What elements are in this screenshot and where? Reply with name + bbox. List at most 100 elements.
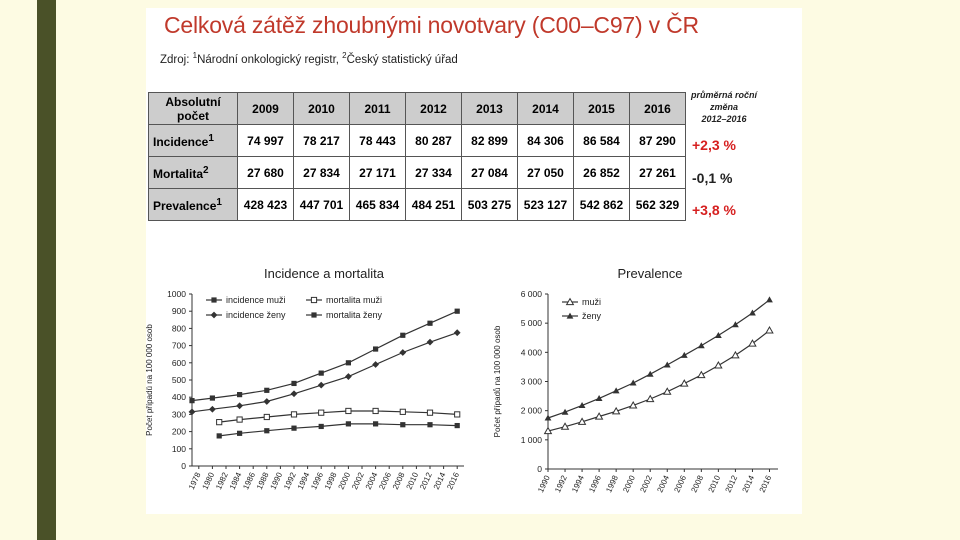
data-point — [345, 373, 352, 380]
data-point — [263, 398, 271, 405]
table-cell: 27 084 — [461, 156, 518, 189]
row-ref: 1 — [208, 132, 214, 144]
legend-label: ženy — [582, 311, 602, 321]
data-point — [236, 416, 243, 423]
y-tick-label: 3 000 — [521, 377, 543, 387]
data-point — [264, 387, 270, 393]
table-cell: 74 997 — [237, 124, 294, 157]
legend-label: mortalita ženy — [326, 310, 383, 320]
row-label: Incidence — [153, 134, 209, 149]
data-point — [427, 422, 433, 428]
year-header: 2011 — [349, 92, 406, 125]
data-point — [566, 312, 574, 319]
table-cell: 27 171 — [349, 156, 406, 189]
y-axis-label: Počet případů na 100 000 osob — [146, 324, 154, 436]
data-point — [290, 390, 298, 398]
table-cell: 86 584 — [573, 124, 630, 157]
series-line — [219, 410, 458, 423]
x-tick-label: 1996 — [587, 474, 603, 494]
y-tick-label: 600 — [172, 358, 186, 368]
y-tick-label: 5 000 — [521, 318, 543, 328]
data-point — [749, 309, 756, 316]
y-tick-label: 6 000 — [521, 289, 543, 299]
x-tick-label: 2000 — [621, 474, 637, 494]
y-tick-label: 800 — [172, 323, 186, 333]
data-point — [427, 320, 433, 326]
data-point — [345, 360, 351, 366]
data-point — [399, 349, 407, 356]
row-label: Mortalita — [153, 166, 204, 181]
x-tick-label: 1994 — [570, 474, 586, 494]
table-cell: 78 217 — [293, 124, 350, 157]
table-cell: 428 423 — [237, 188, 294, 221]
data-point — [372, 361, 379, 368]
data-point — [680, 351, 688, 358]
source-text-1: Národní onkologický registr, — [197, 53, 339, 66]
data-point — [263, 413, 270, 421]
legend-label: incidence muži — [226, 295, 286, 305]
y-tick-label: 2 000 — [521, 406, 543, 416]
table-cell: 523 127 — [517, 188, 574, 221]
data-point — [216, 419, 223, 426]
data-point — [400, 332, 406, 338]
chart-title: Prevalence — [617, 266, 682, 281]
data-point — [560, 422, 570, 430]
avg-change-line-1: průměrná roční — [690, 90, 757, 100]
table-cell: 542 862 — [573, 188, 630, 221]
data-point — [766, 296, 773, 303]
data-point — [311, 312, 317, 318]
data-point — [372, 407, 379, 415]
y-tick-label: 4 000 — [521, 347, 543, 357]
avg-change-mortalita: -0,1 % — [692, 170, 733, 186]
table-cell: 27 834 — [293, 156, 350, 189]
prevalence-chart: Prevalence Počet případů na 100 000 osob 0… — [493, 266, 778, 494]
data-point — [577, 417, 587, 425]
table-cell: 465 834 — [349, 188, 406, 221]
series-line — [219, 423, 458, 437]
data-point — [731, 350, 740, 359]
x-tick-label: 2010 — [707, 474, 723, 494]
data-point — [211, 297, 217, 303]
table-cell: 447 701 — [293, 188, 350, 221]
source-ref-2: 2 — [342, 51, 347, 60]
data-point — [454, 422, 460, 429]
data-point — [237, 430, 243, 436]
data-point — [697, 370, 706, 379]
avg-change-prevalence: +3,8 % — [692, 202, 736, 218]
table-cell: 27 334 — [405, 156, 462, 189]
data-point — [629, 379, 637, 386]
data-point — [578, 402, 586, 409]
data-point — [189, 398, 195, 404]
data-point — [612, 387, 620, 394]
data-point — [732, 321, 739, 328]
data-point — [663, 361, 671, 368]
x-tick-label: 2012 — [724, 474, 740, 494]
data-point — [210, 311, 218, 319]
table-corner-header: Absolutní počet — [148, 92, 238, 125]
table-cell: 27 261 — [629, 156, 686, 189]
data-point — [318, 370, 324, 376]
x-tick-label: 1998 — [604, 474, 620, 494]
data-point — [663, 387, 672, 395]
row-header: Mortalita2 — [148, 156, 238, 189]
year-header: 2015 — [573, 92, 630, 125]
table-cell: 87 290 — [629, 124, 686, 157]
data-point — [544, 414, 552, 421]
data-point — [454, 411, 461, 418]
data-point — [628, 401, 638, 409]
data-point — [561, 408, 569, 415]
x-tick-label: 1990 — [536, 474, 552, 494]
y-tick-label: 100 — [172, 444, 186, 454]
table-row-prevalence: Prevalence1 428 423 447 701 465 834 484 … — [148, 188, 686, 221]
table-cell: 27 680 — [237, 156, 294, 189]
x-tick-label: 2016 — [758, 474, 774, 494]
data-point — [291, 425, 297, 431]
data-point — [209, 405, 216, 413]
y-tick-label: 1000 — [167, 289, 186, 299]
x-tick-label: 2004 — [655, 474, 671, 494]
y-tick-label: 200 — [172, 427, 186, 437]
row-label: Prevalence — [153, 198, 217, 213]
accent-sidebar — [37, 0, 56, 540]
legend-label: incidence ženy — [226, 310, 286, 320]
source-line: Zdroj: 1Národní onkologický registr, 2Če… — [160, 51, 458, 66]
